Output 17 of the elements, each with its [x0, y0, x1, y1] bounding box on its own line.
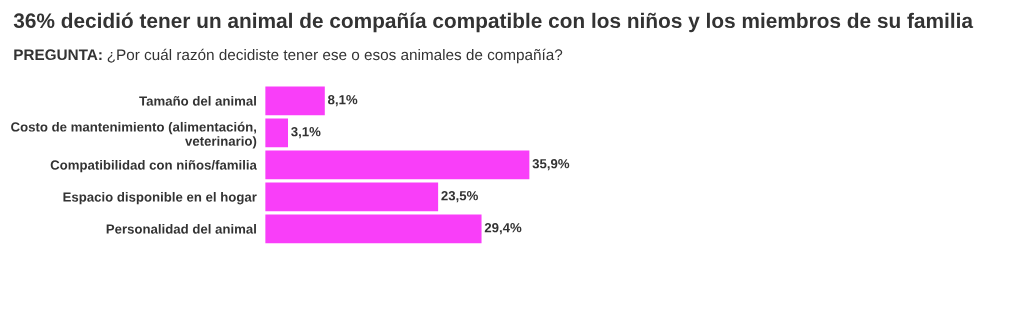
data-label: 23,5%: [441, 191, 478, 203]
bar: [265, 86, 325, 116]
data-label: 35,9%: [532, 159, 570, 171]
chart-title: 36% decidió tener un animal de compañía compatible con los niños y los miembros de su familia: [13, 12, 974, 33]
data-label: 3,1%: [291, 127, 321, 139]
data-label: 8,1%: [328, 95, 358, 107]
y-tick-label: Costo de mantenimiento (alimentación, veterinario): [11, 121, 257, 149]
bar: [265, 150, 530, 180]
y-tick-label: Tamaño del animal: [139, 96, 256, 106]
data-label: 29,4%: [484, 223, 522, 235]
chart-subtitle: PREGUNTA: ¿Por cuál razón decidiste tener ese o esos animales de compañía?: [14, 48, 563, 64]
bar: [265, 214, 482, 244]
y-tick-label: Compatibilidad con niños/familia: [50, 160, 257, 173]
bar: [265, 118, 289, 148]
y-tick-label: Espacio disponible en el hogar: [63, 192, 257, 205]
bar: [265, 182, 439, 212]
y-tick-label: Personalidad del animal: [106, 224, 256, 234]
